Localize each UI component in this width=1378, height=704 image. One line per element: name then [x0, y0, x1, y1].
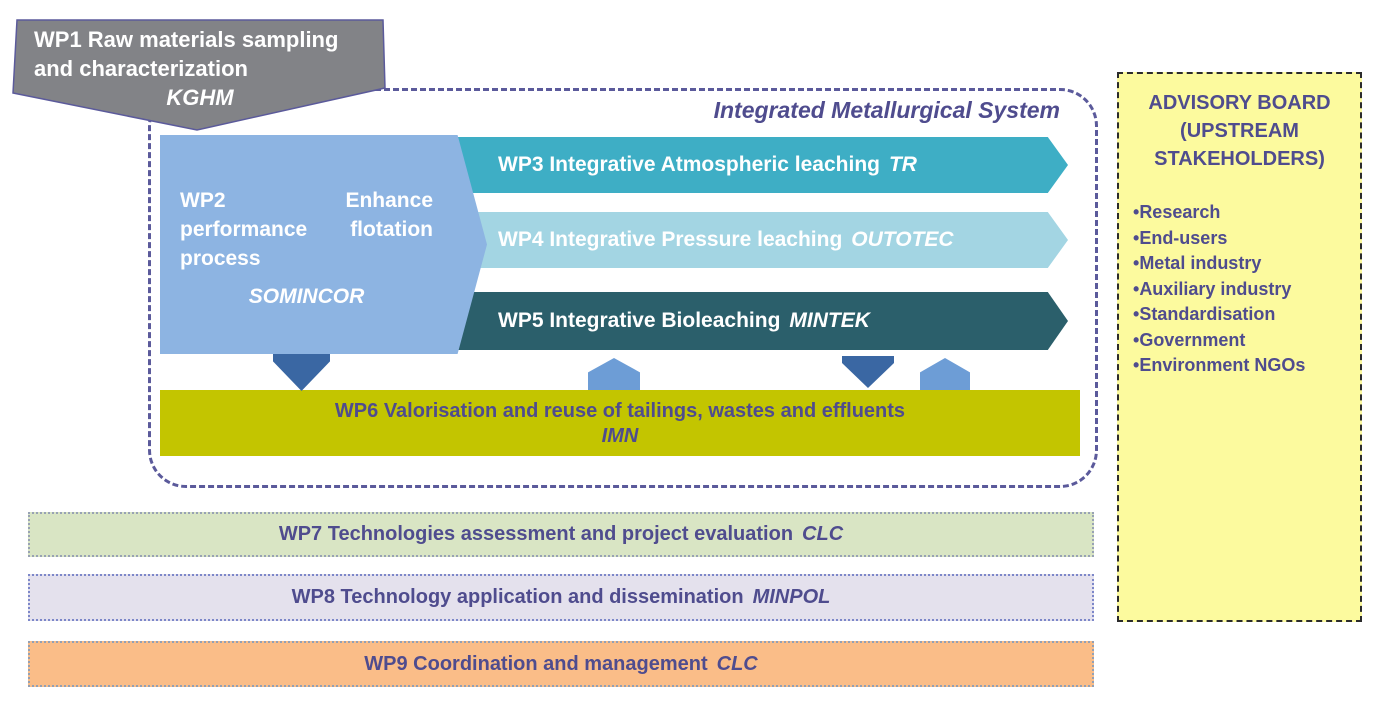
bullet-icon: •	[1133, 253, 1140, 273]
wp1-banner-shape	[12, 19, 386, 131]
bullet-icon: •	[1133, 227, 1140, 248]
wp2-title-line2: performance flotation	[180, 218, 433, 241]
bullet-icon: •	[1133, 329, 1140, 350]
list-item: •Metal industry	[1133, 253, 1262, 273]
bullet-icon: •	[1133, 304, 1140, 324]
wp4-label: WP4 Integrative Pressure leaching	[498, 228, 843, 251]
list-item: •Standardisation	[1133, 304, 1276, 324]
list-item: •End-users	[1133, 227, 1228, 248]
wp4-partner: OUTOTEC	[851, 228, 954, 251]
wp6-label: WP6 Valorisation and reuse of tailings, …	[334, 400, 906, 422]
bullet-icon: •	[1133, 278, 1140, 299]
wp1-partner: KGHM	[166, 85, 234, 110]
wp7-bar: WP7 Technologies assessment and project …	[28, 512, 1094, 557]
wp2-block: WP2 Enhance performance flotation proces…	[160, 135, 487, 354]
wp7-partner: CLC	[802, 523, 844, 545]
wp6-bar: WP6 Valorisation and reuse of tailings, …	[160, 390, 1080, 456]
wp7-label: WP7 Technologies assessment and project …	[278, 523, 794, 545]
advisory-board-list: •Research •End-users •Metal industry •Au…	[1119, 200, 1360, 379]
wp4-bar: WP4 Integrative Pressure leaching OUTOTE…	[456, 212, 1068, 268]
wp2-partner: SOMINCOR	[248, 285, 365, 308]
list-item: •Auxiliary industry	[1133, 278, 1292, 299]
advisory-board-panel: ADVISORY BOARD (UPSTREAM STAKEHOLDERS) •…	[1117, 72, 1362, 622]
bullet-icon: •	[1133, 202, 1140, 222]
wp5-label: WP5 Integrative Bioleaching	[498, 309, 781, 332]
wp2-text: WP2 Enhance performance flotation proces…	[160, 135, 487, 309]
list-item: •Research	[1133, 202, 1221, 222]
wp3-label: WP3 Integrative Atmospheric leaching	[498, 153, 880, 176]
wp1-text: WP1 Raw materials sampling and character…	[34, 25, 366, 112]
wp6-partner: IMN	[601, 425, 639, 447]
wp1-banner: WP1 Raw materials sampling and character…	[8, 12, 388, 132]
wp8-partner: MINPOL	[752, 586, 831, 608]
wp9-bar: WP9 Coordination and management CLC	[28, 641, 1094, 687]
integrated-system-container	[148, 88, 1098, 488]
wp5-bar: WP5 Integrative Bioleaching MINTEK	[456, 292, 1068, 350]
wp3-bar: WP3 Integrative Atmospheric leaching TR	[456, 137, 1068, 193]
integrated-system-title: Integrated Metallurgical System	[713, 97, 1060, 123]
wp8-label: WP8 Technology application and dissemina…	[291, 586, 744, 608]
wp8-bar: WP8 Technology application and dissemina…	[28, 574, 1094, 621]
advisory-board-title: ADVISORY BOARD (UPSTREAM STAKEHOLDERS)	[1148, 92, 1331, 170]
wp9-partner: CLC	[716, 652, 758, 675]
wp1-title-line2: and characterization	[34, 56, 248, 81]
wp1-title-line1: WP1 Raw materials sampling	[34, 27, 339, 52]
wp5-partner: MINTEK	[789, 309, 870, 332]
wp2-title-line1: WP2 Enhance	[180, 189, 433, 212]
bullet-icon: •	[1133, 355, 1140, 375]
wp3-partner: TR	[888, 153, 917, 176]
wp9-label: WP9 Coordination and management	[364, 652, 708, 675]
list-item: •Government	[1133, 329, 1246, 350]
wp2-title-line3: process	[180, 247, 261, 270]
list-item: •Environment NGOs	[1133, 355, 1306, 375]
